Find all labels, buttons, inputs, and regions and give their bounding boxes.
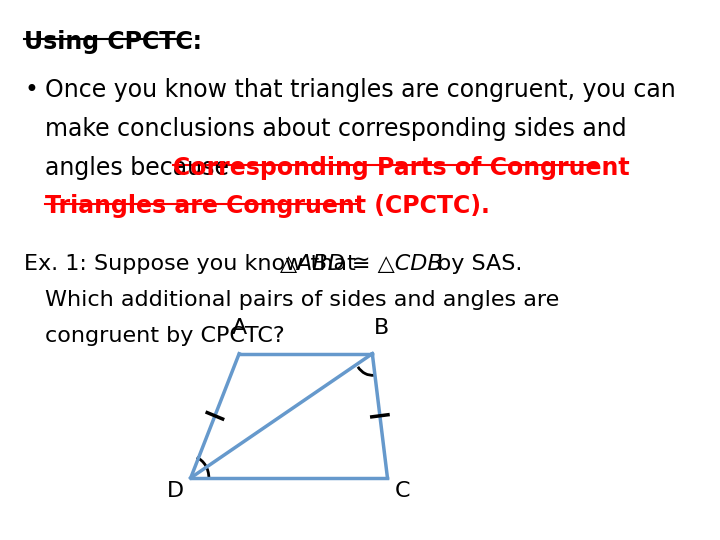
Text: Which additional pairs of sides and angles are: Which additional pairs of sides and angl… bbox=[45, 290, 559, 310]
Text: D: D bbox=[167, 481, 184, 501]
Text: Ex. 1: Suppose you know that: Ex. 1: Suppose you know that bbox=[24, 254, 363, 274]
Text: angles because: angles because bbox=[45, 156, 237, 180]
Text: △ABD ≅ △CDB: △ABD ≅ △CDB bbox=[279, 254, 442, 274]
Text: Once you know that triangles are congruent, you can: Once you know that triangles are congrue… bbox=[45, 78, 676, 102]
Text: C: C bbox=[395, 481, 410, 501]
Text: •: • bbox=[24, 78, 38, 102]
Text: Using CPCTC:: Using CPCTC: bbox=[24, 30, 202, 53]
Text: congruent by CPCTC?: congruent by CPCTC? bbox=[45, 326, 285, 346]
Text: Triangles are Congruent (CPCTC).: Triangles are Congruent (CPCTC). bbox=[45, 194, 490, 218]
Text: Corresponding Parts of Congruent: Corresponding Parts of Congruent bbox=[173, 156, 629, 180]
Text: A: A bbox=[232, 318, 247, 338]
Text: by SAS.: by SAS. bbox=[430, 254, 522, 274]
Text: make conclusions about corresponding sides and: make conclusions about corresponding sid… bbox=[45, 117, 627, 141]
Text: B: B bbox=[374, 318, 389, 338]
